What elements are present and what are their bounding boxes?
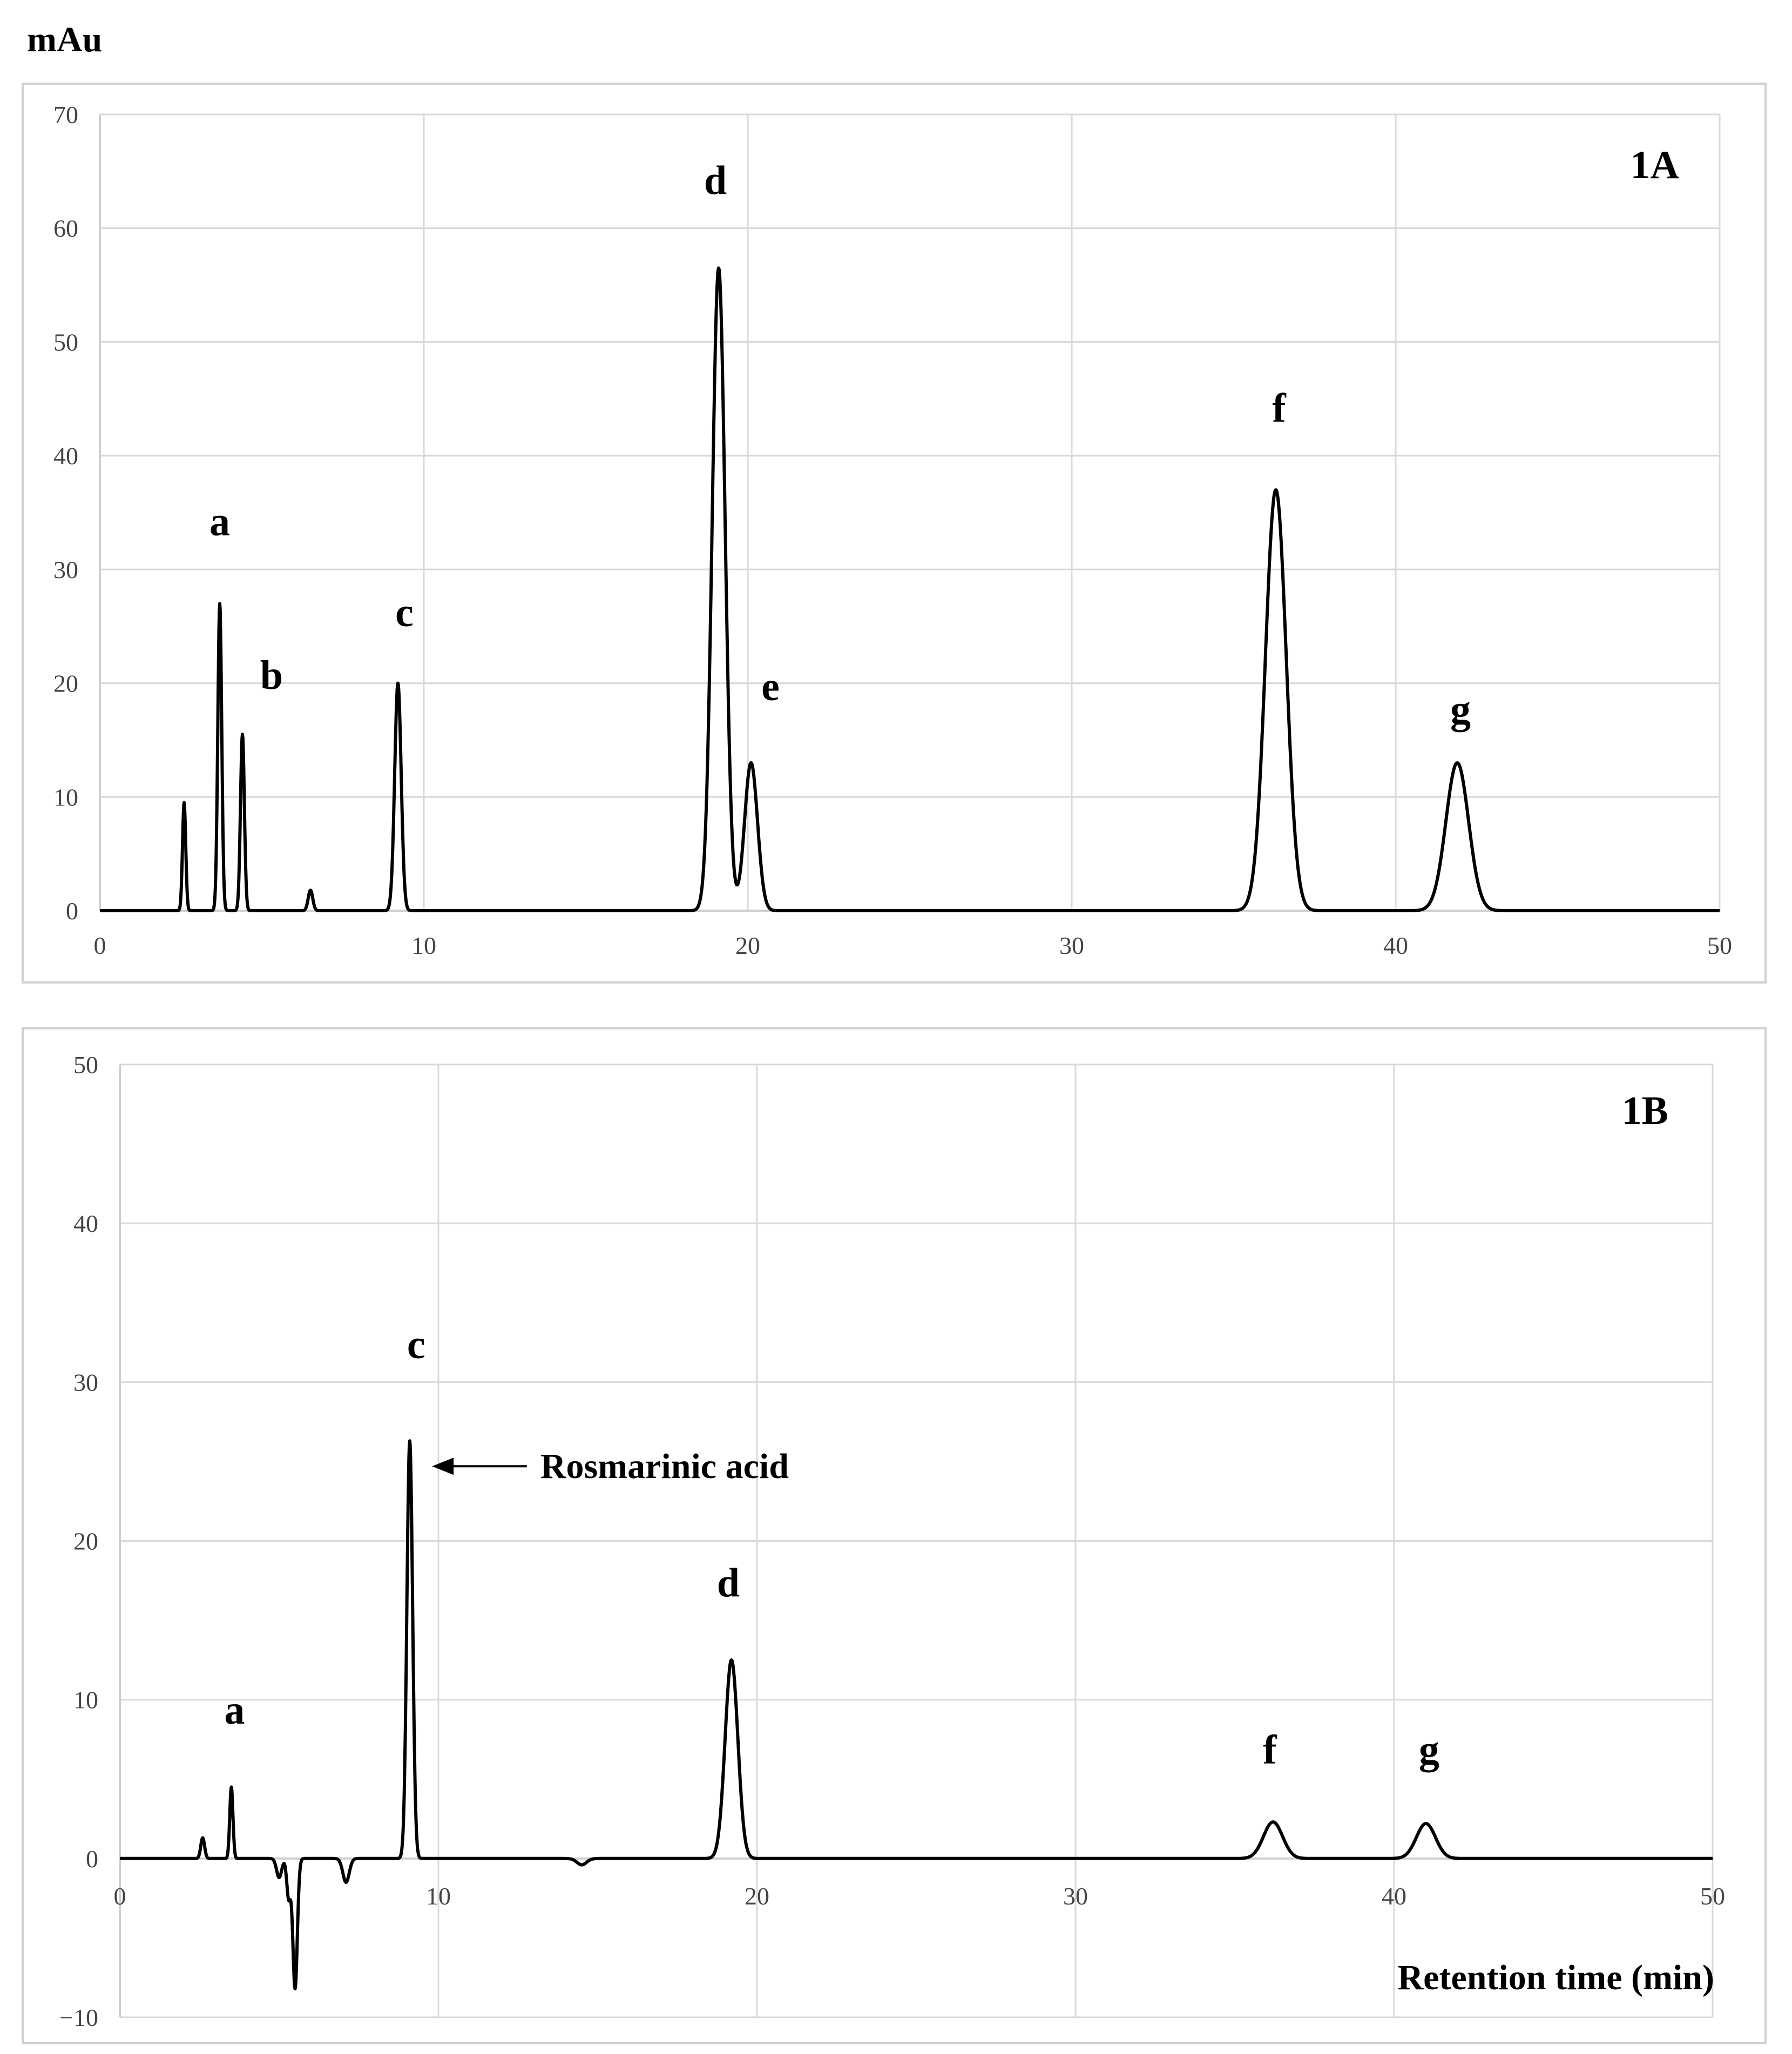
peak-label-e: e [761, 664, 780, 709]
y-tick-label: −10 [59, 2004, 98, 2031]
peak-label-a: a [209, 499, 230, 545]
panel-1a-frame [22, 83, 1767, 984]
y-tick-label: 10 [53, 783, 78, 811]
panel-1b: −10 0 10 20 30 40 50 0 10 20 30 40 50 a c d f g 1B Rosma… [22, 1027, 1767, 2044]
panel-1a-peak-labels: a b c d e f g [209, 158, 1471, 733]
panel-1a-grid [99, 113, 1721, 912]
x-tick-label: 30 [1063, 1882, 1088, 1910]
peak-label-c: c [395, 590, 414, 635]
panel-1b-title: 1B [1622, 1089, 1668, 1133]
peak-label-f: f [1263, 1727, 1277, 1772]
y-tick-label: 20 [53, 670, 78, 697]
peak-label-d: d [717, 1560, 740, 1605]
peak-label-f: f [1272, 385, 1287, 431]
callout-arrow-head [432, 1458, 454, 1475]
y-tick-label: 30 [73, 1368, 98, 1396]
y-tick-label: 10 [73, 1686, 98, 1714]
x-tick-label: 20 [745, 1882, 769, 1910]
y-tick-label: 40 [53, 442, 78, 470]
panel-1b-ticks: −10 0 10 20 30 40 50 0 10 20 30 40 50 [59, 1051, 1725, 2031]
x-tick-label: 10 [411, 932, 436, 959]
panel-1b-frame [22, 1027, 1767, 2044]
x-tick-label: 0 [94, 932, 106, 959]
peak-label-d: d [704, 158, 727, 204]
x-tick-label: 30 [1059, 932, 1084, 959]
x-tick-label: 10 [426, 1882, 451, 1910]
x-tick-label: 50 [1700, 1882, 1725, 1910]
x-tick-label: 0 [114, 1882, 126, 1910]
y-tick-label: 50 [73, 1051, 98, 1079]
y-tick-label: 30 [53, 556, 78, 584]
panel-1a-title: 1A [1631, 143, 1679, 187]
peak-label-g: g [1419, 1727, 1439, 1772]
peak-label-c: c [407, 1322, 425, 1367]
y-tick-label: 0 [86, 1845, 98, 1873]
rosmarinic-acid-callout: Rosmarinic acid [432, 1447, 789, 1486]
panel-1a-ticks: 0 10 20 30 40 50 60 70 0 10 20 30 40 50 [53, 101, 1732, 959]
peak-label-g: g [1450, 687, 1471, 732]
peak-label-b: b [260, 653, 283, 698]
y-tick-label: 60 [53, 215, 78, 242]
callout-text: Rosmarinic acid [540, 1447, 789, 1486]
y-tick-label: 40 [73, 1210, 98, 1237]
y-tick-label: 50 [53, 328, 78, 356]
panel-1b-trace [118, 1439, 1714, 1991]
y-tick-label: 20 [73, 1528, 98, 1555]
x-tick-label: 40 [1382, 1882, 1406, 1910]
y-tick-label: 0 [66, 897, 78, 925]
peak-label-a: a [224, 1687, 245, 1733]
y-tick-label: 70 [53, 101, 78, 128]
x-axis-label: Retention time (min) [1397, 1958, 1714, 1997]
x-tick-label: 20 [735, 932, 760, 959]
panel-1a: 0 10 20 30 40 50 60 70 0 10 20 30 40 50 a b c d e f g 1A [22, 83, 1767, 984]
x-tick-label: 40 [1383, 932, 1408, 959]
y-unit-label: mAu [27, 20, 102, 59]
x-tick-label: 50 [1707, 932, 1732, 959]
panel-1a-trace [98, 266, 1721, 912]
panel-1b-peak-labels: a c d f g [224, 1322, 1439, 1772]
